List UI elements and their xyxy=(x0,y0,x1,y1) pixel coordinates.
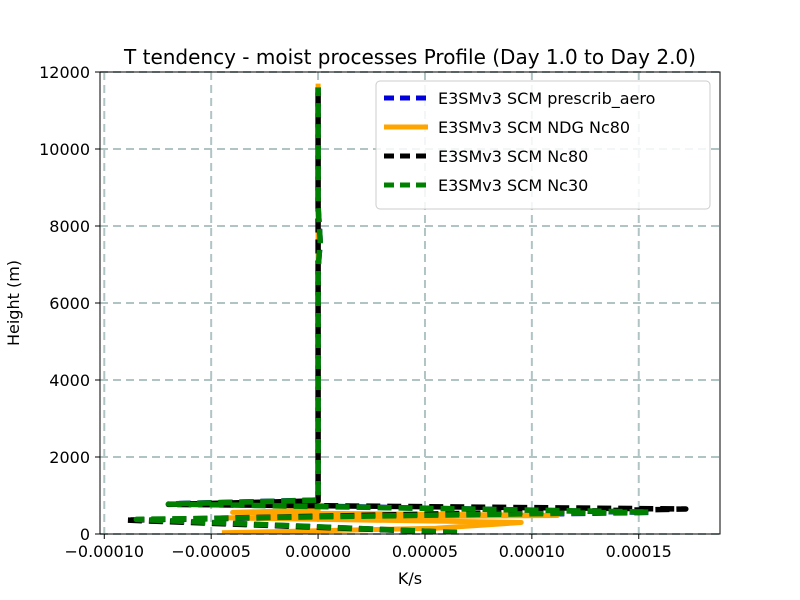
legend-box xyxy=(375,80,711,210)
legend-label: E3SMv3 SCM Nc80 xyxy=(438,147,588,166)
legend: E3SMv3 SCM prescrib_aero E3SMv3 SCM NDG N… xyxy=(375,80,711,210)
x-tick-label: −0.00005 xyxy=(171,542,251,561)
x-tick-label: 0.00010 xyxy=(499,542,565,561)
legend-label: E3SMv3 SCM NDG Nc80 xyxy=(438,118,630,137)
chart-title: T tendency - moist processes Profile (Da… xyxy=(123,45,696,69)
y-tick-label: 12000 xyxy=(39,63,90,82)
x-tick-label: −0.00010 xyxy=(64,542,144,561)
x-tick-label: 0.00015 xyxy=(606,542,672,561)
y-tick-label: 0 xyxy=(80,525,90,544)
y-tick-label: 4000 xyxy=(49,371,90,390)
y-axis-label: Height (m) xyxy=(4,260,23,346)
series-line-4 xyxy=(133,87,653,534)
plot-area xyxy=(122,83,689,534)
y-axis: 0 2000 4000 6000 8000 10000 12000 xyxy=(39,63,100,544)
x-tick-label: 0.00000 xyxy=(285,542,351,561)
legend-label: E3SMv3 SCM prescrib_aero xyxy=(438,89,655,109)
y-tick-label: 8000 xyxy=(49,217,90,236)
x-axis: −0.00010 −0.00005 0.00000 0.00005 0.00010 0.0… xyxy=(64,534,672,561)
y-tick-label: 10000 xyxy=(39,140,90,159)
legend-label: E3SMv3 SCM Nc30 xyxy=(438,176,588,195)
x-tick-label: 0.00005 xyxy=(392,542,458,561)
y-tick-label: 2000 xyxy=(49,448,90,467)
y-tick-label: 6000 xyxy=(49,294,90,313)
x-axis-label: K/s xyxy=(398,569,422,588)
